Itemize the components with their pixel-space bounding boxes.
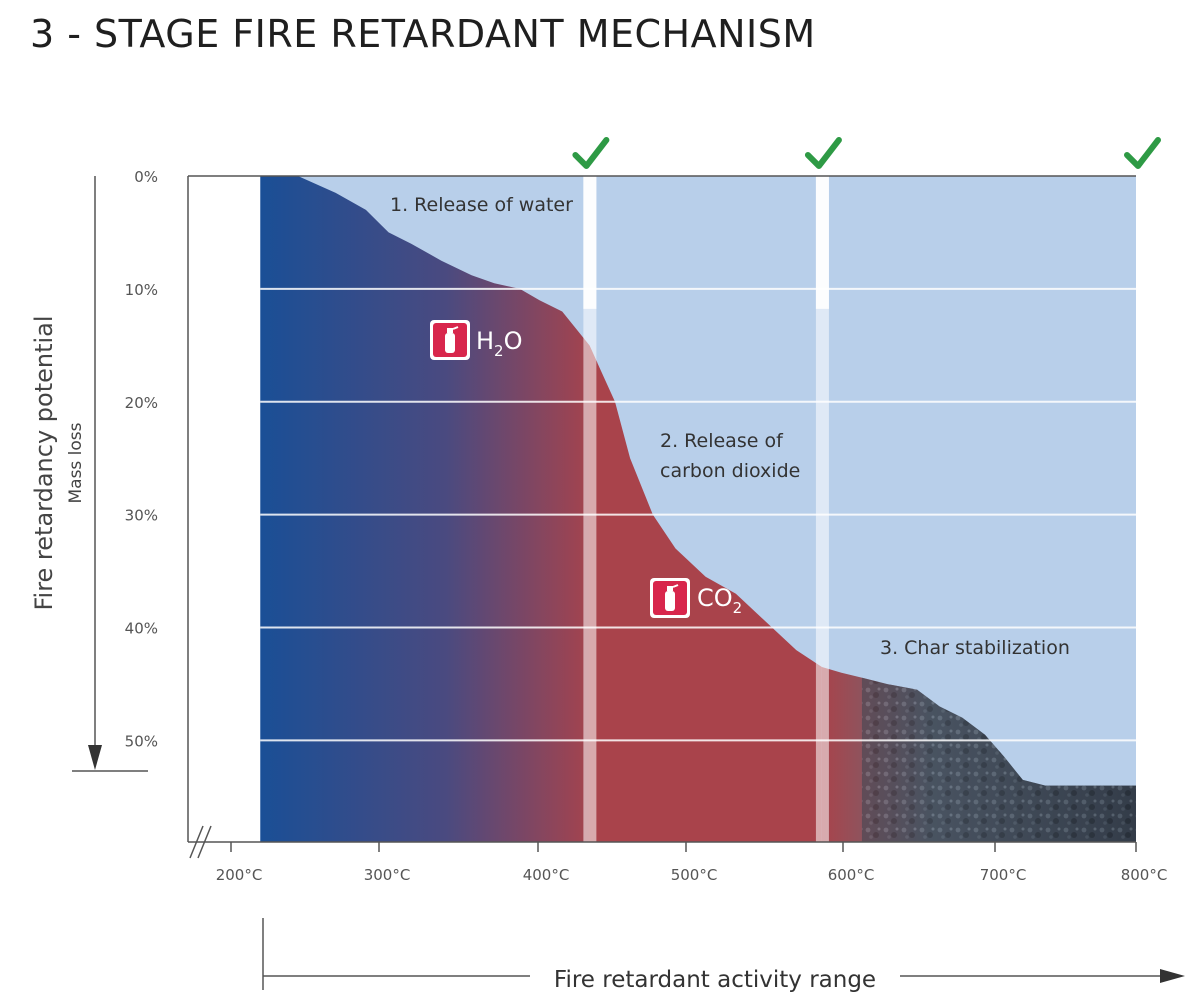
stage-2-label-line1: 2. Release of (660, 430, 784, 452)
y-tick-label: 10% (125, 281, 158, 299)
stage-dividers (583, 176, 829, 842)
x-tick-label: 500°C (671, 866, 718, 884)
y-tick-label: 20% (125, 394, 158, 412)
axis-break-mark (189, 825, 204, 859)
axis-break-mark (197, 825, 212, 859)
x-axis-title: Fire retardant activity range (554, 967, 876, 993)
arrow-right-icon (1160, 969, 1185, 983)
stage-divider-top (583, 176, 597, 309)
y-axis-subtitle: Mass loss (66, 422, 86, 503)
checkmark-icon (572, 137, 610, 169)
x-tick-label: 800°C (1121, 866, 1168, 884)
fire-extinguisher-icon (430, 320, 470, 360)
axes (72, 175, 1185, 990)
checkmark-icon (804, 137, 842, 169)
fire-extinguisher-icon (650, 578, 690, 618)
x-tick-label: 600°C (828, 866, 875, 884)
x-tick-labels: 200°C 300°C 400°C 500°C 600°C 700°C 800°C (216, 842, 1168, 884)
page-title: 3 - STAGE FIRE RETARDANT MECHANISM (30, 12, 816, 56)
arrow-down-icon (88, 745, 102, 770)
y-tick-label: 50% (125, 732, 158, 750)
y-tick-labels: 0% 10% 20% 30% 40% 50% (125, 168, 158, 750)
x-tick-label: 400°C (523, 866, 570, 884)
stage-divider-top (815, 176, 829, 309)
co2-label: CO2 (697, 584, 742, 617)
gridlines (260, 287, 1136, 742)
checkmark-icon (1124, 137, 1161, 169)
y-tick-label: 0% (134, 168, 158, 186)
h2o-label: H2O (476, 327, 522, 360)
x-tick-label: 300°C (364, 866, 411, 884)
stage-checkmarks (572, 137, 1161, 169)
stage-divider (583, 176, 597, 842)
stage-2-label-line2: carbon dioxide (660, 460, 800, 482)
y-axis-title: Fire retardancy potential (30, 315, 58, 610)
stage-3-label: 3. Char stabilization (880, 637, 1070, 659)
stage-divider (815, 176, 829, 842)
pre-activity-zone (188, 176, 261, 842)
x-tick-label: 700°C (980, 866, 1027, 884)
y-tick-label: 40% (125, 620, 158, 638)
x-tick-label: 200°C (216, 866, 263, 884)
stage-1-label: 1. Release of water (390, 194, 573, 216)
y-tick-label: 30% (125, 507, 158, 525)
